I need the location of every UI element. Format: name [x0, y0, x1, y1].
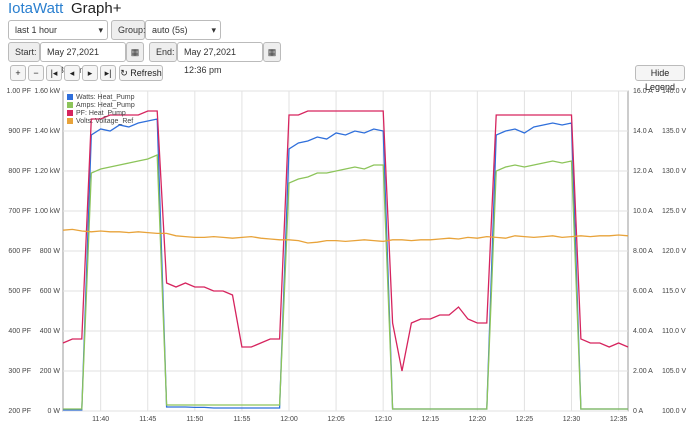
x-tick-label: 12:25 — [516, 416, 534, 423]
y-tick-label: 140.0 V — [662, 88, 686, 95]
last[interactable]: ▸| — [100, 65, 116, 81]
y-tick-label: 14.0 A — [633, 128, 653, 135]
y-tick-label: 0 W — [48, 408, 61, 415]
y-tick-label: 800 PF — [8, 168, 31, 175]
legend-label: Watts: Heat_Pump — [76, 94, 135, 101]
y-tick-label: 12.0 A — [633, 168, 653, 175]
y-tick-label: 600 W — [40, 288, 61, 295]
refresh-text: Refresh — [130, 68, 162, 78]
y-tick-label: 8.00 A — [633, 248, 653, 255]
end-calendar[interactable]: ▦ — [263, 42, 281, 62]
legend-label: PF: Heat_Pump — [76, 110, 126, 117]
y-tick-label: 105.0 V — [662, 368, 686, 375]
legend-swatch — [67, 102, 73, 108]
x-tick-label: 11:45 — [139, 416, 156, 423]
brand: IotaWatt — [8, 0, 64, 17]
y-tick-label: 120.0 V — [662, 248, 686, 255]
y-tick-label: 0 A — [633, 408, 643, 415]
x-tick-label: 12:35 — [610, 416, 628, 423]
y-tick-label: 16.0 A — [633, 88, 653, 95]
y-tick-label: 700 PF — [8, 208, 31, 215]
series-line — [63, 154, 628, 410]
y-tick-label: 2.00 A — [633, 368, 653, 375]
next[interactable]: ▸ — [82, 65, 98, 81]
end-label: End: — [149, 42, 177, 62]
legend-label: Volts: Voltage_Ref — [76, 118, 133, 125]
series-line — [62, 228, 629, 244]
x-tick-label: 12:15 — [421, 416, 439, 423]
y-tick-label: 1.00 PF — [6, 88, 31, 95]
legend-label: Amps: Heat_Pump — [76, 102, 135, 109]
y-tick-label: 400 PF — [8, 328, 31, 335]
y-tick-label: 500 PF — [8, 288, 31, 295]
y-tick-label: 600 PF — [8, 248, 31, 255]
x-tick-label: 12:20 — [469, 416, 487, 423]
y-tick-label: 200 PF — [8, 408, 31, 415]
period-select[interactable]: last 1 hour ▾ — [8, 20, 108, 40]
y-tick-label: 300 PF — [8, 368, 31, 375]
y-tick-label: 1.40 kW — [34, 128, 60, 135]
x-tick-label: 11:40 — [92, 416, 109, 423]
prev[interactable]: ◂ — [64, 65, 80, 81]
y-tick-label: 100.0 V — [662, 408, 686, 415]
zoom-out[interactable]: − — [28, 65, 44, 81]
zoom-in[interactable]: + — [10, 65, 26, 81]
app-title: Graph+ — [71, 0, 122, 17]
y-tick-label: 400 W — [40, 328, 61, 335]
hide-legend-button[interactable]: Hide Legend — [635, 65, 685, 92]
period-value: last 1 hour — [15, 25, 58, 35]
refresh-button[interactable]: ↻ Refresh — [119, 65, 163, 81]
y-tick-label: 4.00 A — [633, 328, 653, 335]
y-tick-label: 130.0 V — [662, 168, 686, 175]
x-tick-label: 11:55 — [233, 416, 250, 423]
legend-swatch — [67, 94, 73, 100]
end-input[interactable]: May 27,2021 12:36 pm — [177, 42, 263, 75]
y-tick-label: 900 PF — [8, 128, 31, 135]
y-tick-label: 6.00 A — [633, 288, 653, 295]
caret: ▾ — [211, 25, 216, 35]
y-tick-label: 115.0 V — [662, 288, 686, 295]
y-tick-label: 1.20 kW — [34, 168, 60, 175]
y-tick-label: 1.00 kW — [34, 208, 60, 215]
y-tick-label: 110.0 V — [662, 328, 686, 335]
start-label: Start: — [8, 42, 40, 62]
x-tick-label: 11:50 — [186, 416, 203, 423]
caret: ▾ — [98, 25, 103, 35]
start-calendar[interactable]: ▦ — [126, 42, 144, 62]
x-tick-label: 12:00 — [280, 416, 298, 423]
group-select[interactable]: auto (5s) ▾ — [145, 20, 221, 40]
series-line — [62, 110, 629, 372]
x-tick-label: 12:10 — [374, 416, 392, 423]
legend-swatch — [67, 118, 73, 124]
first[interactable]: |◂ — [46, 65, 62, 81]
group-value: auto (5s) — [152, 25, 188, 35]
group-label: Group: — [111, 20, 146, 40]
x-tick-label: 12:05 — [327, 416, 345, 423]
y-tick-label: 1.60 kW — [34, 88, 60, 95]
legend-swatch — [67, 110, 73, 116]
y-tick-label: 135.0 V — [662, 128, 686, 135]
y-tick-label: 10.0 A — [633, 208, 653, 215]
x-tick-label: 12:30 — [563, 416, 581, 423]
y-tick-label: 125.0 V — [662, 208, 686, 215]
y-tick-label: 200 W — [40, 368, 61, 375]
y-tick-label: 800 W — [40, 248, 61, 255]
